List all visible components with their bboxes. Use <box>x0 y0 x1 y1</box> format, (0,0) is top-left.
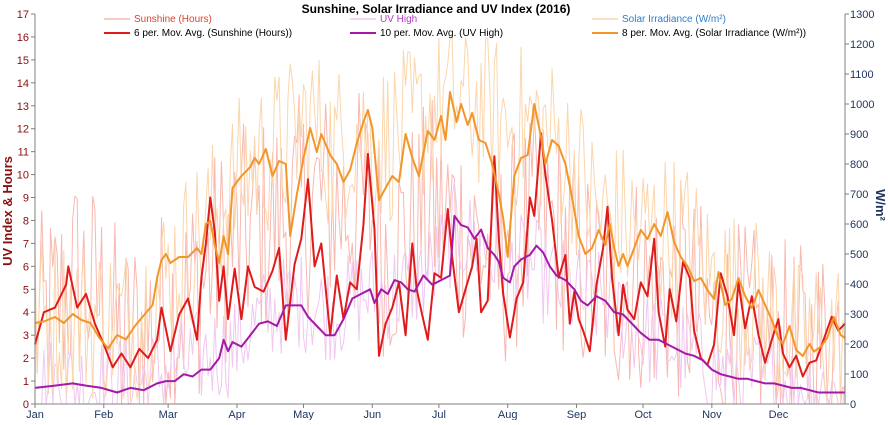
series-line-1 <box>34 92 846 405</box>
legend-label: Sunshine (Hours) <box>134 14 212 25</box>
y-right-tick-label: 1300 <box>850 9 874 21</box>
x-tick-label: Jan <box>26 409 44 420</box>
y-right-tick-label: 700 <box>850 189 868 201</box>
moving-average-group <box>34 91 846 394</box>
x-tick-label: Oct <box>634 409 651 420</box>
y-left-tick-label: 5 <box>23 284 29 296</box>
axes-group: 0123456789101112131415161701002003004005… <box>17 9 875 421</box>
y-left-tick-label: 10 <box>17 170 29 182</box>
y-left-tick-label: 17 <box>17 9 29 21</box>
x-tick-label: Apr <box>228 409 245 420</box>
x-tick-label: Jun <box>363 409 381 420</box>
x-tick-label: Nov <box>702 409 722 420</box>
y-left-tick-label: 1 <box>23 376 29 388</box>
y-right-tick-label: 200 <box>850 339 868 351</box>
y-right-tick-label: 400 <box>850 279 868 291</box>
y-right-tick-label: 600 <box>850 219 868 231</box>
legend-label: UV High <box>380 14 417 25</box>
y-left-tick-label: 0 <box>23 399 29 411</box>
y-right-tick-label: 900 <box>850 129 868 141</box>
y-left-tick-label: 8 <box>23 215 29 227</box>
y-left-tick-label: 3 <box>23 330 29 342</box>
y-left-tick-label: 9 <box>23 193 29 205</box>
x-tick-label: Feb <box>94 409 113 420</box>
y-axis-right-title: W/m² <box>873 189 888 221</box>
y-right-tick-label: 1200 <box>850 39 874 51</box>
y-right-tick-label: 0 <box>850 399 856 411</box>
y-left-tick-label: 14 <box>17 78 29 90</box>
y-right-tick-label: 300 <box>850 309 868 321</box>
y-left-tick-label: 12 <box>17 124 29 136</box>
legend-label: 10 per. Mov. Avg. (UV High) <box>380 28 503 39</box>
y-left-tick-label: 16 <box>17 32 29 44</box>
y-axis-left-title: UV Index & Hours <box>0 156 15 266</box>
y-right-tick-label: 500 <box>850 249 868 261</box>
legend-label: 8 per. Mov. Avg. (Solar Irradiance (W/m²… <box>622 28 806 39</box>
y-left-tick-label: 15 <box>17 55 29 67</box>
series-line-5 <box>34 214 845 394</box>
legend-label: Solar Irradiance (W/m²) <box>622 14 726 25</box>
y-left-tick-label: 13 <box>17 101 29 113</box>
legend-group: Sunshine (Hours) UV High Solar Irradiance … <box>104 14 806 39</box>
y-right-tick-label: 100 <box>850 369 868 381</box>
y-left-tick-label: 6 <box>23 261 29 273</box>
x-tick-label: Aug <box>498 409 518 420</box>
series-line-4 <box>34 132 846 378</box>
y-left-tick-label: 4 <box>23 307 29 319</box>
x-tick-label: May <box>293 409 314 420</box>
chart-title: Sunshine, Solar Irradiance and UV Index … <box>302 2 571 16</box>
y-right-tick-label: 1100 <box>850 69 874 81</box>
y-right-tick-label: 800 <box>850 159 868 171</box>
y-left-tick-label: 7 <box>23 238 29 250</box>
series-line-6 <box>34 91 846 357</box>
y-right-tick-label: 1000 <box>850 99 874 111</box>
series-line-3 <box>34 37 846 405</box>
x-tick-label: Mar <box>159 409 178 420</box>
x-tick-label: Jul <box>432 409 446 420</box>
legend-label: 6 per. Mov. Avg. (Sunshine (Hours)) <box>134 28 292 39</box>
x-tick-label: Dec <box>769 409 789 420</box>
y-left-tick-label: 11 <box>18 147 29 159</box>
y-left-tick-label: 2 <box>23 353 29 365</box>
x-tick-label: Sep <box>567 409 587 420</box>
